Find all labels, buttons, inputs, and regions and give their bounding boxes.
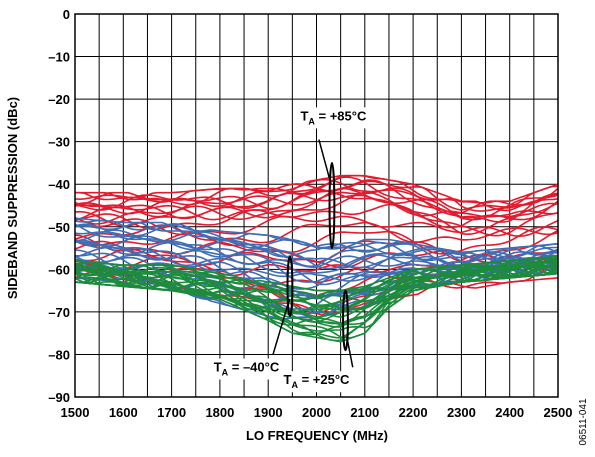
annotation-ellipse	[328, 161, 336, 250]
series-trace	[74, 235, 559, 269]
plot-border	[74, 13, 559, 398]
x-tick-label: 1800	[205, 405, 234, 420]
series-ta-plus-25	[74, 255, 559, 343]
series-trace	[74, 260, 559, 336]
x-tick-label: 2400	[495, 405, 524, 420]
series-trace	[75, 215, 559, 237]
y-tick-label: –40	[48, 177, 70, 192]
y-tick-label: 0	[63, 7, 70, 22]
series-group	[74, 174, 559, 343]
series-trace	[74, 258, 559, 293]
y-tick-label: –10	[48, 50, 70, 65]
series-trace	[75, 174, 559, 211]
series-trace	[74, 259, 559, 306]
x-tick-label: 2200	[399, 405, 428, 420]
x-tick-label: 2300	[447, 405, 476, 420]
annotation-label: TA = +25°C	[281, 371, 353, 393]
series-trace	[74, 174, 559, 204]
y-tick-label: –60	[48, 262, 70, 277]
series-trace	[74, 179, 559, 221]
annotation-leader-line	[272, 298, 291, 355]
svg-text:TA = +85°C: TA = +85°C	[300, 108, 367, 126]
series-trace	[74, 187, 559, 223]
y-tick-label: –30	[48, 135, 70, 150]
annotation-leader-line	[318, 139, 332, 185]
x-tick-label: 1700	[157, 405, 186, 420]
series-trace	[74, 257, 559, 313]
annotation-leader-line	[346, 337, 354, 368]
tick-labels: 1500 1600 1700 1800 1900 2000 2100 2200 2300 2400…	[48, 7, 572, 420]
x-tick-label: 2100	[350, 405, 379, 420]
plot-frame	[74, 13, 559, 398]
svg-text:TA = +25°C: TA = +25°C	[284, 372, 351, 390]
svg-text:TA = –40°C: TA = –40°C	[214, 359, 280, 377]
series-trace	[75, 180, 559, 212]
series-trace	[74, 255, 559, 302]
x-axis-title: LO FREQUENCY (MHz)	[246, 428, 388, 443]
x-tick-label: 2000	[302, 405, 331, 420]
series-trace	[74, 226, 559, 255]
y-tick-label: –90	[48, 390, 70, 405]
series-trace	[74, 191, 559, 235]
annotation-label-background	[281, 371, 353, 393]
y-axis-title: SIDEBAND SUPPRESSION (dBc)	[5, 97, 20, 299]
x-tick-label: 1600	[109, 405, 138, 420]
x-tick-label: 1900	[254, 405, 283, 420]
y-tick-label: –70	[48, 305, 70, 320]
series-trace	[74, 229, 559, 263]
annotation-label: TA = +85°C	[298, 107, 369, 129]
annotation-label-background	[298, 107, 369, 129]
annotation-ellipse	[286, 255, 294, 318]
y-tick-label: –50	[48, 220, 70, 235]
series-trace	[74, 217, 559, 261]
x-tick-label: 1500	[61, 405, 90, 420]
y-tick-label: –80	[48, 347, 70, 362]
annotation-ellipse	[342, 289, 349, 352]
annotations: TA = +85°C TA = –40°CTA = +25°C	[211, 107, 369, 393]
figure-id: 06511-041	[578, 398, 589, 446]
series-trace	[74, 258, 559, 323]
annotation-label-background	[211, 358, 282, 380]
annotation-label: TA = –40°C	[211, 358, 282, 380]
series-trace	[74, 223, 559, 268]
x-tick-label: 2500	[544, 405, 573, 420]
y-tick-label: –20	[48, 92, 70, 107]
